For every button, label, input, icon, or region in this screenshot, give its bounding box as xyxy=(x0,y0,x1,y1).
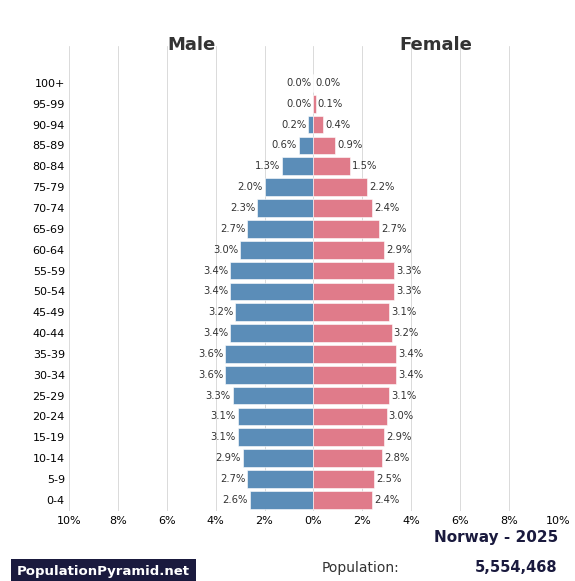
Text: Norway - 2025: Norway - 2025 xyxy=(434,530,558,545)
Bar xyxy=(233,387,313,404)
Bar xyxy=(313,241,384,259)
Bar xyxy=(247,220,313,238)
Bar xyxy=(313,137,335,155)
Text: 0.0%: 0.0% xyxy=(315,78,340,88)
Text: 2.7%: 2.7% xyxy=(220,224,246,234)
Text: 3.1%: 3.1% xyxy=(391,390,416,401)
Bar xyxy=(313,95,316,113)
Text: 3.1%: 3.1% xyxy=(391,307,416,317)
Text: 3.4%: 3.4% xyxy=(203,286,228,296)
Text: 2.2%: 2.2% xyxy=(369,182,394,192)
Bar xyxy=(243,449,313,467)
Bar xyxy=(282,157,313,175)
Text: 3.3%: 3.3% xyxy=(396,286,421,296)
Text: 0.0%: 0.0% xyxy=(286,99,312,109)
Bar xyxy=(313,408,386,425)
Text: Male: Male xyxy=(167,36,215,54)
Text: 2.0%: 2.0% xyxy=(237,182,263,192)
Text: 2.8%: 2.8% xyxy=(384,453,409,463)
Bar xyxy=(313,261,394,279)
Bar xyxy=(237,408,313,425)
Text: 3.6%: 3.6% xyxy=(198,349,224,359)
Bar xyxy=(313,345,397,363)
Text: 2.5%: 2.5% xyxy=(377,474,402,484)
Text: 0.4%: 0.4% xyxy=(325,120,350,130)
Bar xyxy=(309,116,313,134)
Bar xyxy=(313,470,374,488)
Bar xyxy=(313,491,372,509)
Bar xyxy=(313,428,384,446)
Bar xyxy=(313,324,392,342)
Text: 3.1%: 3.1% xyxy=(210,411,236,421)
Bar xyxy=(313,282,394,300)
Bar xyxy=(313,387,389,404)
Bar xyxy=(299,137,313,155)
Bar xyxy=(313,303,389,321)
Bar xyxy=(231,261,313,279)
Bar xyxy=(257,199,313,217)
Text: 0.6%: 0.6% xyxy=(271,141,297,150)
Bar xyxy=(225,366,313,383)
Bar xyxy=(264,178,313,196)
Text: 3.0%: 3.0% xyxy=(213,245,238,254)
Text: 0.0%: 0.0% xyxy=(286,78,312,88)
Bar xyxy=(237,428,313,446)
Text: 3.4%: 3.4% xyxy=(203,328,228,338)
Text: 2.4%: 2.4% xyxy=(374,203,399,213)
Text: Female: Female xyxy=(399,36,472,54)
Bar xyxy=(313,178,367,196)
Text: 2.9%: 2.9% xyxy=(386,432,412,442)
Text: 2.9%: 2.9% xyxy=(386,245,412,254)
Text: 1.3%: 1.3% xyxy=(254,162,279,171)
Bar xyxy=(231,324,313,342)
Text: 0.2%: 0.2% xyxy=(281,120,306,130)
Text: 3.0%: 3.0% xyxy=(389,411,414,421)
Text: 3.4%: 3.4% xyxy=(398,370,424,380)
Bar xyxy=(313,116,323,134)
Text: Population:: Population: xyxy=(322,561,400,575)
Text: 2.9%: 2.9% xyxy=(215,453,240,463)
Text: 3.4%: 3.4% xyxy=(398,349,424,359)
Text: PopulationPyramid.net: PopulationPyramid.net xyxy=(17,565,190,578)
Bar xyxy=(313,220,380,238)
Text: 0.9%: 0.9% xyxy=(338,141,363,150)
Bar xyxy=(225,345,313,363)
Bar xyxy=(231,282,313,300)
Text: 3.3%: 3.3% xyxy=(396,266,421,275)
Bar xyxy=(313,449,382,467)
Text: 2.3%: 2.3% xyxy=(230,203,255,213)
Bar xyxy=(313,366,397,383)
Bar xyxy=(250,491,313,509)
Text: 0.1%: 0.1% xyxy=(318,99,343,109)
Text: 3.1%: 3.1% xyxy=(210,432,236,442)
Text: 3.2%: 3.2% xyxy=(393,328,419,338)
Text: 2.4%: 2.4% xyxy=(374,495,399,505)
Text: 3.6%: 3.6% xyxy=(198,370,224,380)
Bar xyxy=(235,303,313,321)
Text: 2.7%: 2.7% xyxy=(381,224,407,234)
Text: 2.7%: 2.7% xyxy=(220,474,246,484)
Bar xyxy=(313,157,350,175)
Text: 5,554,468: 5,554,468 xyxy=(475,560,558,575)
Text: 1.5%: 1.5% xyxy=(352,162,377,171)
Bar xyxy=(313,199,372,217)
Text: 2.6%: 2.6% xyxy=(223,495,248,505)
Text: 3.2%: 3.2% xyxy=(208,307,233,317)
Text: 3.3%: 3.3% xyxy=(206,390,231,401)
Bar xyxy=(240,241,313,259)
Bar xyxy=(247,470,313,488)
Text: 3.4%: 3.4% xyxy=(203,266,228,275)
